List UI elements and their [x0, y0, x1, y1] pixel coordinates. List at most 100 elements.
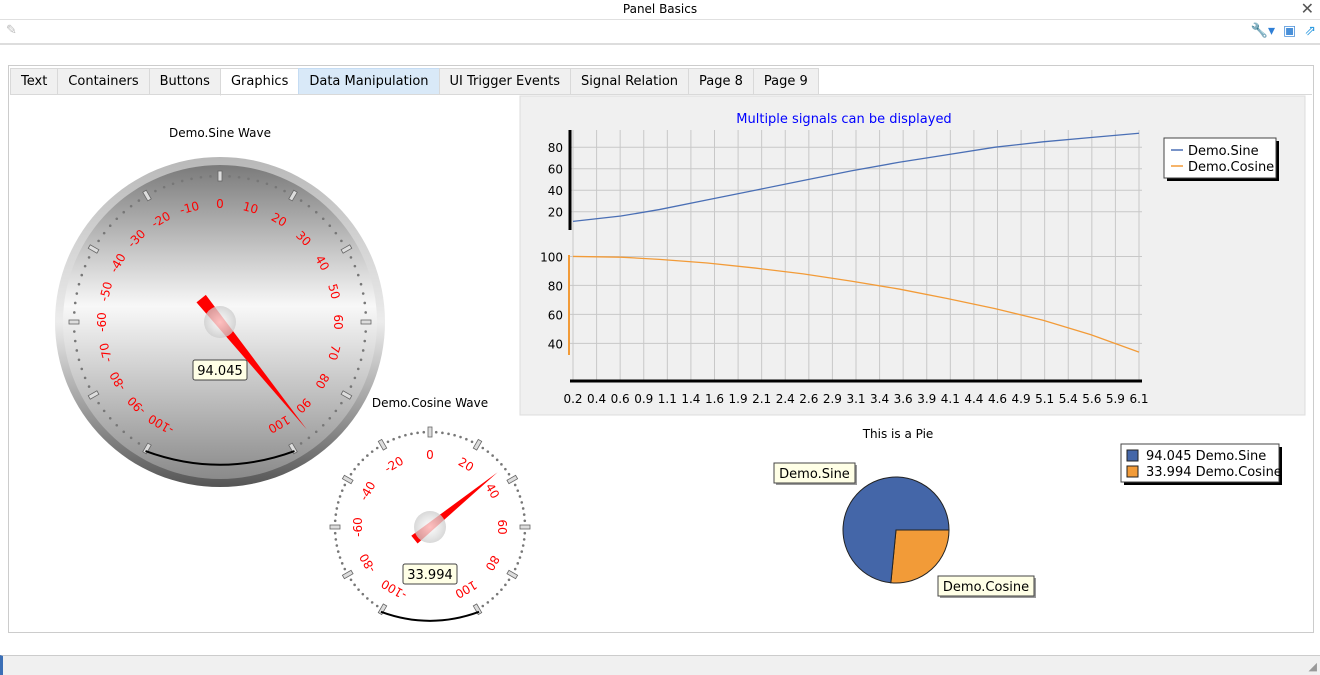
gauge-tick-major — [341, 474, 354, 485]
gauge-tick-minor — [321, 217, 325, 221]
gauge-tick-minor — [357, 588, 360, 591]
gauge-tick-minor — [353, 264, 357, 268]
gauge-tick-major — [340, 244, 353, 254]
gauge-tick-minor — [97, 401, 100, 405]
gauge-tick-minor — [108, 416, 112, 420]
tab-data-manipulation[interactable]: Data Manipulation — [298, 68, 439, 95]
gauge-tick-minor — [115, 423, 119, 427]
x-tick-label: 1.1 — [658, 392, 677, 406]
window-close-icon[interactable]: ▣ — [1283, 23, 1297, 39]
gauge-tick-minor — [523, 531, 527, 535]
gauge-tick-major — [288, 442, 298, 455]
x-tick-label: 1.4 — [681, 392, 700, 406]
gauge-hub — [204, 306, 236, 338]
gauge-scale-label: 80 — [482, 553, 502, 573]
y-tick-label: 80 — [548, 141, 563, 155]
gauge-tick-minor — [481, 604, 485, 608]
x-tick-label: 5.1 — [1035, 392, 1054, 406]
gauge-tick-minor — [518, 495, 522, 498]
gauge-tick-minor — [334, 231, 338, 235]
tab-containers[interactable]: Containers — [57, 68, 149, 95]
tab-page-8[interactable]: Page 8 — [688, 68, 753, 95]
gauge-tick-minor — [283, 189, 286, 193]
gauge-tick-minor — [522, 538, 526, 541]
gauge-tick-minor — [122, 430, 126, 434]
x-tick-label: 0.4 — [587, 392, 606, 406]
gauge-tick-minor — [343, 483, 347, 487]
gauge-tick-minor — [199, 175, 203, 179]
tab-bar: Text Containers Buttons Graphics Data Manipu… — [10, 68, 819, 96]
gauge-title: Demo.Cosine Wave — [372, 396, 488, 410]
pie-label-sine-box — [773, 462, 856, 484]
gauge-tick-minor — [392, 437, 395, 441]
panel-frame — [8, 65, 1314, 633]
gauge-tick-minor — [335, 544, 339, 547]
gauge-tick-minor — [336, 501, 340, 504]
gauge-tick-major — [472, 438, 483, 451]
external-link-icon[interactable]: ⇗ — [1304, 23, 1316, 39]
y-tick-label: 80 — [548, 279, 563, 293]
gauge-tick-minor — [363, 301, 367, 305]
x-tick-label: 1.9 — [729, 392, 748, 406]
gauge-tick-minor — [334, 513, 338, 516]
x-tick-label: 5.9 — [1106, 392, 1125, 406]
gauge-tick-minor — [108, 224, 112, 228]
series-line-demo-cosine — [572, 255, 1140, 353]
resize-grip-icon[interactable]: ◢ — [1308, 660, 1317, 673]
gauge-tick-minor — [73, 339, 77, 343]
gauge-tick-minor — [129, 436, 133, 440]
gauge-tick-minor — [314, 210, 318, 214]
gauge-tick-minor — [504, 583, 507, 587]
gauge-tick-minor — [180, 179, 184, 183]
gauge-tick-minor — [154, 189, 157, 193]
gauge-tick-minor — [465, 437, 468, 441]
gauge-tick-minor — [237, 175, 241, 179]
gauge-tick-minor — [361, 292, 365, 295]
gauge-scale-label: 60 — [331, 314, 345, 329]
gauge-tick-minor — [516, 489, 520, 492]
gauge-tick-minor — [83, 376, 87, 380]
window-title: Panel Basics — [622, 2, 698, 16]
pencil-icon[interactable]: ✎ — [6, 23, 17, 38]
gauge-tick-minor — [521, 507, 525, 510]
gauge-tick-minor — [491, 454, 494, 457]
legend-swatch — [1126, 465, 1139, 478]
gauge-tick-minor — [363, 339, 367, 343]
tab-buttons[interactable]: Buttons — [148, 68, 220, 95]
gauge-tick-minor — [274, 185, 278, 189]
y-tick-label: 20 — [548, 206, 563, 220]
tab-graphics[interactable]: Graphics — [219, 68, 299, 96]
gauge-sine: Demo.Sine Wave-100-90-80-70-60-50-40-30-… — [55, 126, 385, 487]
gauge-tick-minor — [486, 450, 490, 453]
gauge-scale-label: 40 — [312, 253, 332, 273]
gauge-tick-major — [377, 438, 388, 451]
title-bar: Panel Basics ✕ — [0, 0, 1320, 20]
y-tick-label: 100 — [540, 250, 563, 264]
gauge-tick-minor — [137, 442, 141, 445]
gauge-tick-major — [506, 569, 519, 580]
gauge-tick-major — [519, 524, 531, 530]
tab-page-9[interactable]: Page 9 — [752, 68, 819, 95]
gauge-tick-minor — [523, 519, 527, 523]
gauge-tick-minor — [333, 531, 337, 535]
x-tick-label: 4.4 — [964, 392, 983, 406]
gauge-tick-major — [377, 603, 388, 616]
y-tick-label: 60 — [548, 163, 563, 177]
gauge-scale-label: -60 — [351, 517, 365, 537]
gauge-scale-label: 40 — [482, 481, 502, 501]
gauge-tick-minor — [359, 282, 363, 286]
wrench-icon[interactable]: 🔧▾ — [1250, 23, 1276, 39]
gauge-cosine: Demo.Cosine Wave-100-80-60-40-20 0 2040608… — [329, 396, 531, 622]
x-tick-label: 4.6 — [988, 392, 1007, 406]
gauge-tick-minor — [256, 179, 260, 183]
gauge-tick-major — [217, 170, 223, 182]
gauge-tick-major — [506, 474, 519, 485]
gauge-tick-minor — [366, 454, 369, 457]
gauge-scale-label: 20 — [456, 455, 476, 475]
gauge-tick-minor — [416, 431, 419, 435]
gauge-tick-minor — [441, 431, 444, 435]
gauge-tick-minor — [209, 175, 212, 178]
gauge-scale-label: 60 — [495, 519, 509, 534]
close-icon[interactable]: ✕ — [1300, 0, 1314, 18]
x-tick-label: 4.9 — [1012, 392, 1031, 406]
